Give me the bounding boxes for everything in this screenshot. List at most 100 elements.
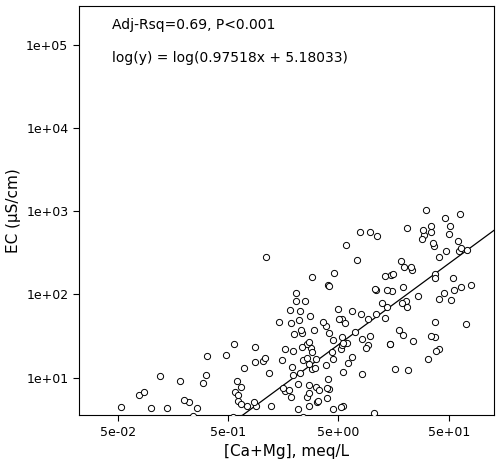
Point <box>265 369 273 377</box>
Point <box>228 432 236 439</box>
Point <box>408 266 416 274</box>
Point <box>344 339 351 347</box>
Point <box>357 310 365 318</box>
Point <box>250 358 258 365</box>
Point <box>339 402 347 410</box>
Point <box>290 331 298 338</box>
Point <box>234 392 242 399</box>
Point <box>335 315 343 322</box>
Point <box>338 315 345 322</box>
Point <box>294 405 302 413</box>
Point <box>236 384 244 391</box>
Point <box>281 387 289 395</box>
Point <box>400 331 407 339</box>
Point <box>399 283 407 291</box>
Point <box>189 412 197 420</box>
Point <box>214 440 222 447</box>
Point <box>234 458 242 465</box>
Point <box>295 316 303 324</box>
Point <box>282 345 290 353</box>
Point <box>318 318 326 325</box>
Point <box>198 440 206 447</box>
Point <box>265 415 273 423</box>
Point <box>414 292 422 300</box>
Point <box>154 442 162 450</box>
Point <box>406 263 414 270</box>
Point <box>446 222 454 229</box>
Point <box>224 423 232 430</box>
Point <box>262 355 270 362</box>
Point <box>308 365 316 373</box>
Point <box>456 210 464 218</box>
Point <box>179 458 187 465</box>
Point <box>217 447 225 455</box>
Point <box>404 366 412 373</box>
Point <box>432 347 440 354</box>
Point <box>338 345 345 353</box>
Point <box>301 297 309 304</box>
Point <box>258 433 266 441</box>
Point <box>194 405 202 412</box>
Point <box>240 419 248 427</box>
Point <box>324 281 332 288</box>
Point <box>338 333 346 340</box>
Point <box>336 403 344 411</box>
Point <box>322 361 330 369</box>
Point <box>445 230 453 238</box>
Point <box>330 405 338 412</box>
Point <box>176 378 184 385</box>
Point <box>195 445 203 452</box>
Point <box>402 303 410 311</box>
Point <box>454 238 462 245</box>
Point <box>272 456 280 463</box>
Point <box>382 272 390 279</box>
Point <box>198 462 206 465</box>
Point <box>264 427 272 434</box>
Point <box>184 424 192 432</box>
Point <box>164 429 172 436</box>
Point <box>420 231 428 239</box>
Point <box>287 393 295 401</box>
Point <box>194 441 202 449</box>
Point <box>308 348 316 355</box>
Point <box>308 273 316 281</box>
Point <box>387 272 395 279</box>
Point <box>390 270 398 277</box>
Point <box>194 443 202 450</box>
Point <box>403 224 411 232</box>
Point <box>340 339 347 347</box>
Point <box>134 391 142 399</box>
Point <box>225 444 233 451</box>
Point <box>342 241 350 249</box>
Point <box>236 440 244 448</box>
Point <box>296 307 304 314</box>
Point <box>251 437 259 445</box>
Point <box>202 371 210 379</box>
Point <box>234 398 242 405</box>
X-axis label: [Ca+Mg], meq/L: [Ca+Mg], meq/L <box>224 445 349 459</box>
Point <box>266 402 274 410</box>
Point <box>330 356 338 363</box>
Point <box>352 328 360 336</box>
Point <box>378 299 386 307</box>
Point <box>294 381 302 388</box>
Point <box>242 443 250 451</box>
Point <box>372 286 380 294</box>
Point <box>280 385 287 392</box>
Point <box>287 319 295 327</box>
Point <box>382 286 390 294</box>
Point <box>310 326 318 333</box>
Point <box>218 425 226 432</box>
Point <box>326 416 334 424</box>
Point <box>180 436 188 444</box>
Point <box>246 427 254 435</box>
Point <box>348 308 356 315</box>
Point <box>409 338 417 345</box>
Point <box>140 388 148 396</box>
Point <box>224 449 232 457</box>
Point <box>314 386 322 393</box>
Text: Adj-Rsq=0.69, P<0.001: Adj-Rsq=0.69, P<0.001 <box>112 18 276 32</box>
Point <box>313 399 321 406</box>
Point <box>225 454 233 462</box>
Point <box>435 295 443 303</box>
